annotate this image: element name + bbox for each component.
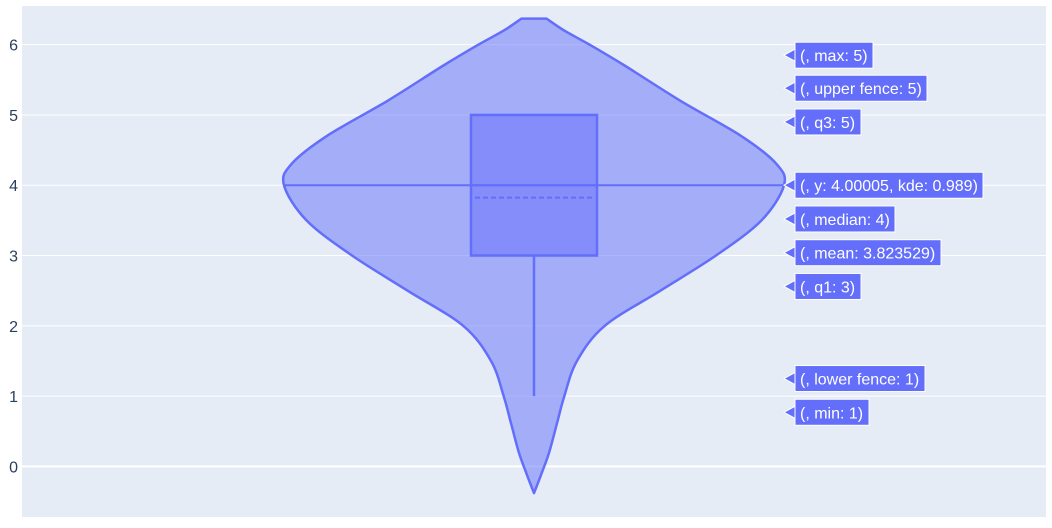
- y-tick-label-4: 4: [9, 178, 18, 195]
- violin-trace[interactable]: [281, 17, 787, 495]
- hover-label-upper_fence: (, upper fence: 5): [782, 74, 928, 102]
- y-tick-label-3: 3: [9, 249, 18, 266]
- y-tick-label-5: 5: [9, 108, 18, 125]
- hover-label-box-kde: [794, 171, 984, 199]
- y-tick-label-1: 1: [9, 389, 18, 406]
- hover-label-text-upper_fence: (, upper fence: 5): [800, 81, 922, 98]
- y-tick-label-0: 0: [9, 459, 18, 476]
- hover-label-mean: (, mean: 3.823529): [782, 239, 942, 267]
- hover-label-box-lower_fence: [794, 365, 926, 393]
- hover-label-min: (, min: 1): [782, 398, 870, 426]
- hover-label-box-min: [794, 398, 870, 426]
- hover-label-q3: (, q3: 5): [782, 108, 862, 136]
- hover-label-max: (, max: 5): [782, 41, 874, 69]
- hover-label-box-q1: [794, 272, 862, 300]
- hover-label-box-q3: [794, 108, 862, 136]
- hover-label-box-mean: [794, 239, 942, 267]
- y-tick-label-6: 6: [9, 38, 18, 55]
- hover-label-text-q3: (, q3: 5): [800, 115, 855, 132]
- y-axis: 0 1 2 3 4 5 6: [9, 38, 18, 477]
- hover-label-lower_fence: (, lower fence: 1): [782, 365, 926, 393]
- hover-label-text-lower_fence: (, lower fence: 1): [800, 372, 919, 389]
- hover-label-text-q1: (, q1: 3): [800, 279, 855, 296]
- hover-label-text-kde: (, y: 4.00005, kde: 0.989): [800, 178, 978, 195]
- hover-label-median: (, median: 4): [782, 205, 896, 233]
- hover-label-box-median: [794, 205, 896, 233]
- hover-label-text-median: (, median: 4): [800, 212, 890, 229]
- hover-label-box-upper_fence: [794, 74, 928, 102]
- hover-label-text-max: (, max: 5): [800, 48, 868, 65]
- y-tick-label-2: 2: [9, 319, 18, 336]
- hover-label-text-min: (, min: 1): [800, 405, 863, 422]
- hover-label-q1: (, q1: 3): [782, 272, 862, 300]
- hover-label-box-max: [794, 41, 874, 69]
- hover-label-text-mean: (, mean: 3.823529): [800, 246, 935, 263]
- hover-label-kde: (, y: 4.00005, kde: 0.989): [782, 171, 984, 199]
- hover-labels: (, max: 5) (, upper fence: 5) (, q3: 5) (, …: [782, 41, 984, 426]
